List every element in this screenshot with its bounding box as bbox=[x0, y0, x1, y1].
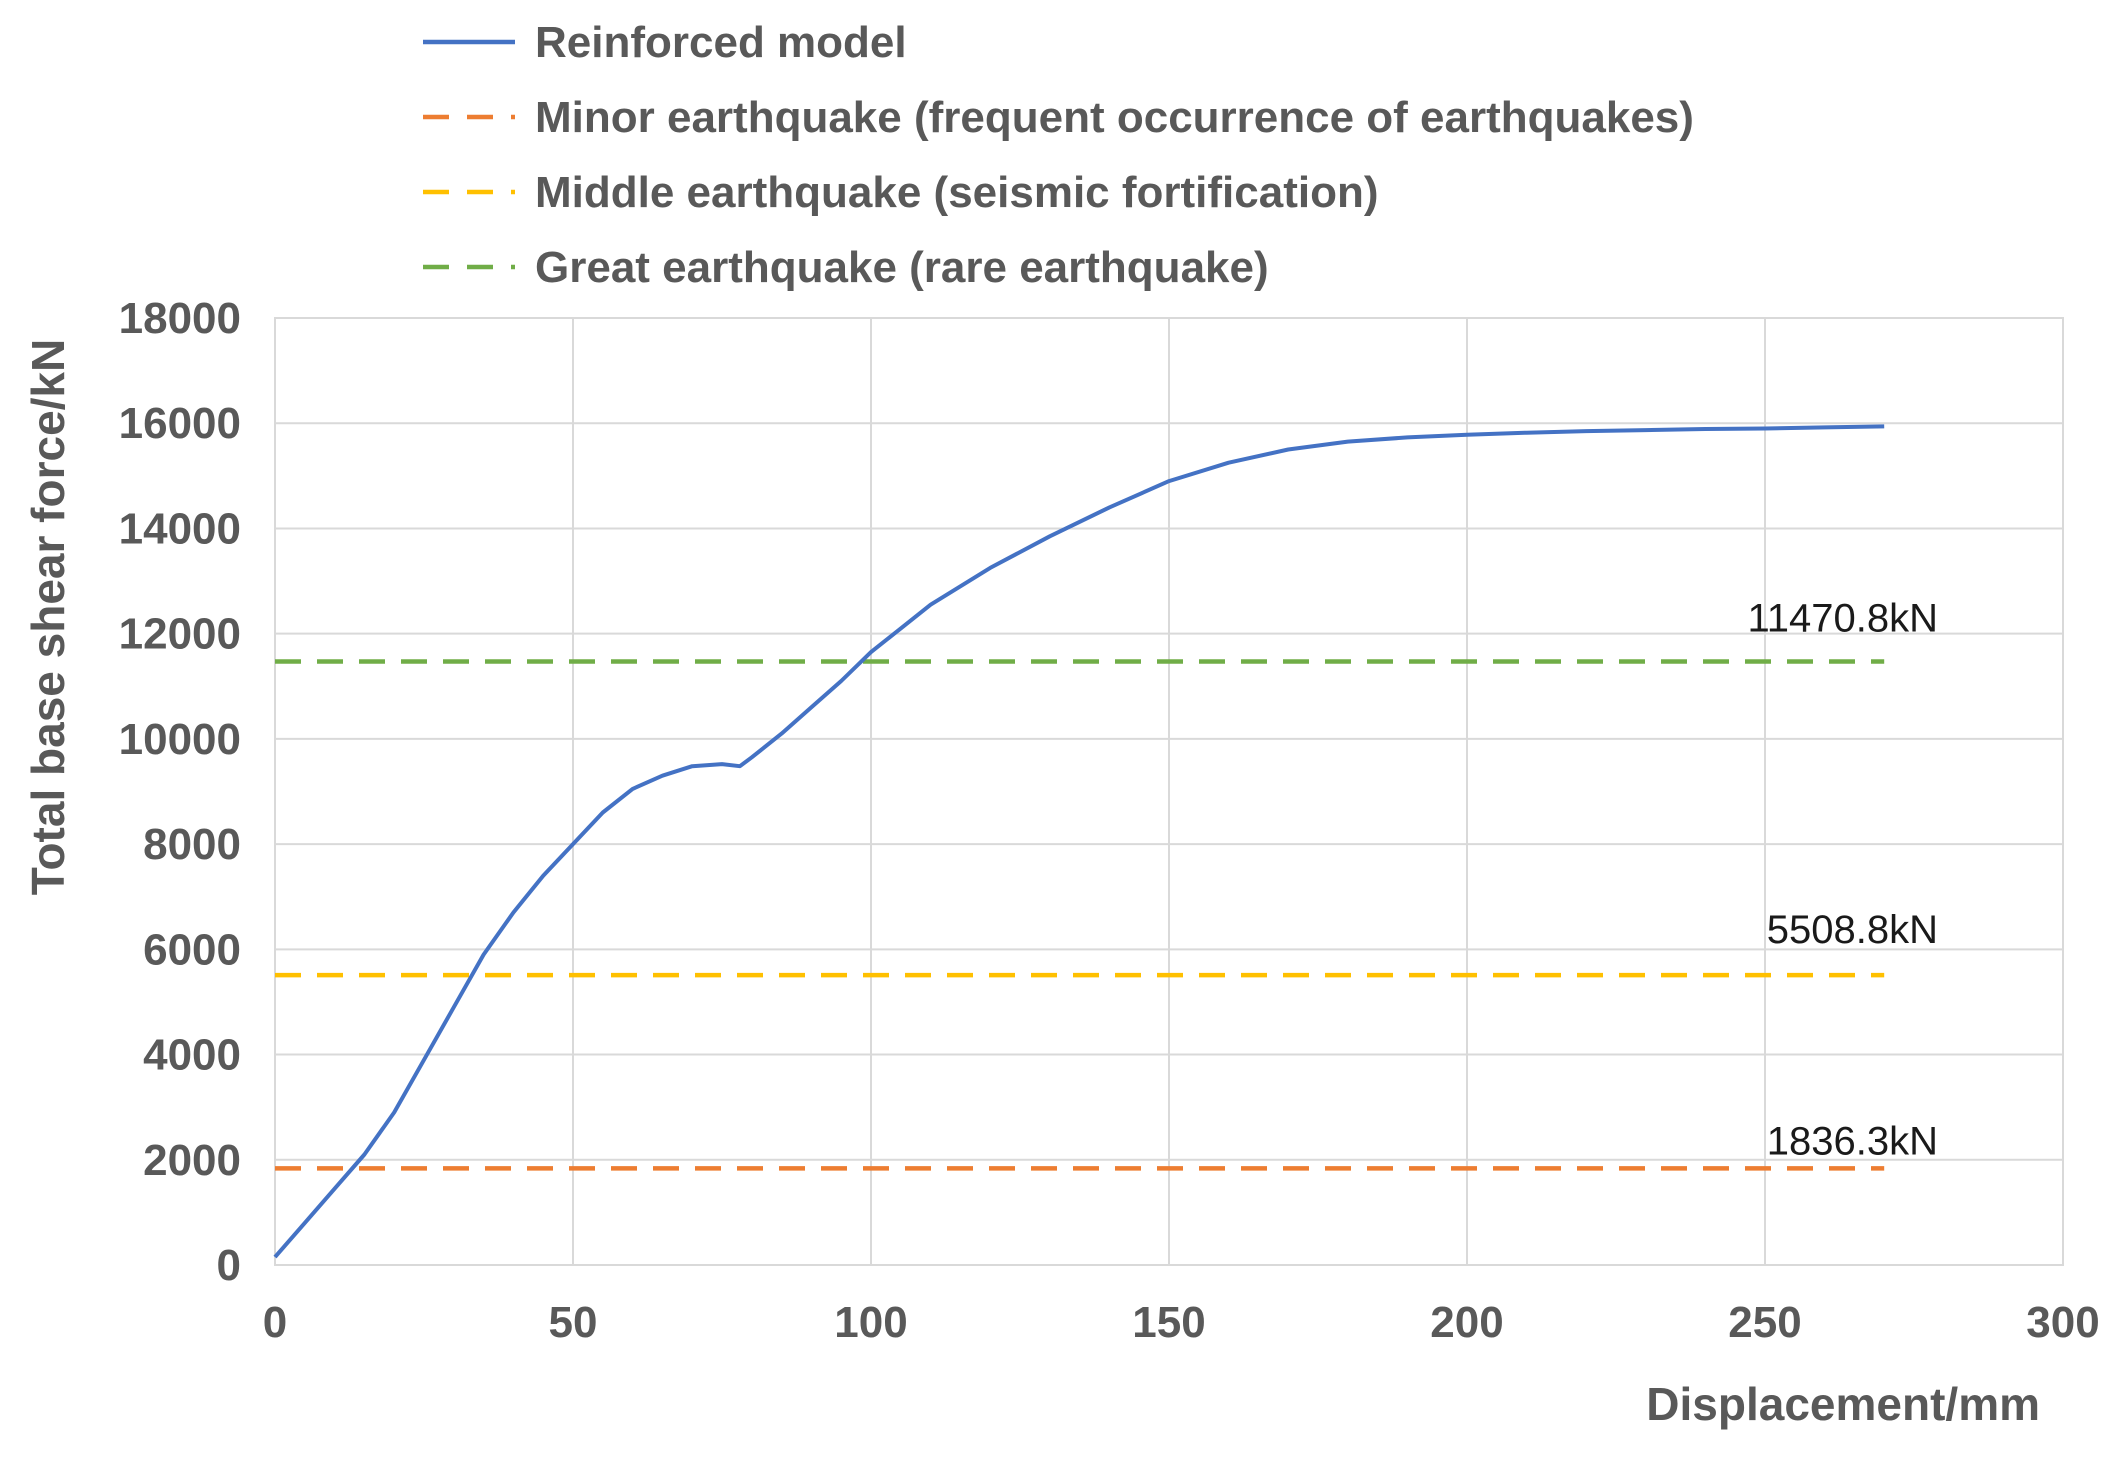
legend-label: Great earthquake (rare earthquake) bbox=[535, 243, 1269, 292]
y-tick-label: 16000 bbox=[119, 399, 241, 448]
y-axis-title: Total base shear force/kN bbox=[22, 339, 74, 895]
reference-value-label: 5508.8kN bbox=[1767, 908, 1938, 952]
reference-lines: 1836.3kN 5508.8kN 11470.8kN bbox=[275, 597, 1938, 1171]
x-tick-label: 100 bbox=[834, 1298, 907, 1347]
y-tick-label: 8000 bbox=[143, 820, 241, 869]
grid bbox=[274, 317, 2064, 1266]
legend-label: Reinforced model bbox=[535, 18, 907, 67]
x-tick-label: 50 bbox=[549, 1298, 598, 1347]
reference-value-label: 1836.3kN bbox=[1767, 1119, 1938, 1163]
tick-labels: 0 50 100 150 200 250 300 0 2000 4000 6000 8000 10000… bbox=[119, 294, 2100, 1347]
series-line-reinforced-model bbox=[273, 424, 1885, 1259]
x-tick-label: 0 bbox=[263, 1298, 287, 1347]
y-tick-label: 18000 bbox=[119, 294, 241, 343]
x-tick-label: 200 bbox=[1430, 1298, 1503, 1347]
x-axis-title: Displacement/mm bbox=[1646, 1378, 2040, 1430]
legend-label: Middle earthquake (seismic fortification… bbox=[535, 168, 1379, 217]
y-tick-label: 6000 bbox=[143, 925, 241, 974]
reference-value-label: 11470.8kN bbox=[1747, 597, 1938, 641]
legend: Reinforced model Minor earthquake (freque… bbox=[423, 18, 1694, 292]
y-tick-label: 4000 bbox=[143, 1031, 241, 1080]
y-tick-label: 0 bbox=[217, 1241, 241, 1290]
x-tick-label: 300 bbox=[2026, 1298, 2099, 1347]
y-tick-label: 12000 bbox=[119, 610, 241, 659]
y-tick-label: 14000 bbox=[119, 504, 241, 553]
curve-layer bbox=[273, 424, 1885, 1259]
legend-label: Minor earthquake (frequent occurrence of… bbox=[535, 93, 1694, 142]
x-tick-label: 250 bbox=[1728, 1298, 1801, 1347]
y-tick-label: 10000 bbox=[119, 715, 241, 764]
x-tick-label: 150 bbox=[1132, 1298, 1205, 1347]
y-tick-label: 2000 bbox=[143, 1136, 241, 1185]
